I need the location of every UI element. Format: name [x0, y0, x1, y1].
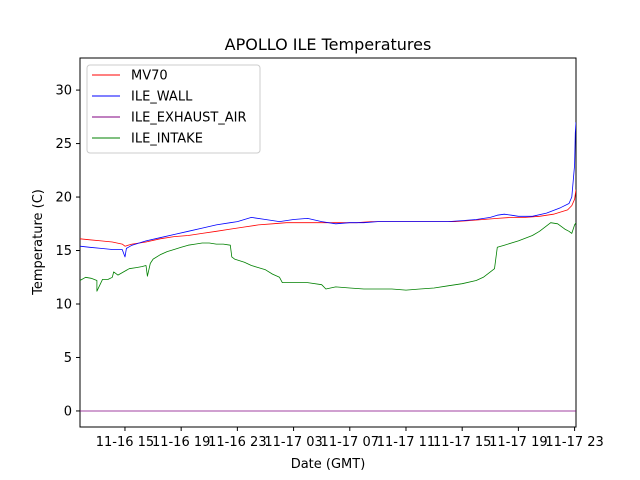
x-tick-label: 11-16 19 [152, 435, 210, 450]
x-tick-label: 11-17 11 [377, 435, 435, 450]
y-tick-label: 10 [55, 298, 72, 313]
y-tick-label: 20 [55, 191, 72, 206]
x-tick-label: 11-17 03 [264, 435, 322, 450]
y-axis-label: Temperature (C) [31, 189, 46, 296]
x-tick-label: 11-17 19 [489, 435, 547, 450]
series-line-ile-intake [80, 222, 576, 292]
x-tick-label: 11-16 15 [96, 435, 154, 450]
legend-label-ile-exhaust-air: ILE_EXHAUST_AIR [131, 111, 247, 126]
y-tick-label: 25 [55, 137, 72, 152]
chart-title: APOLLO ILE Temperatures [225, 35, 432, 54]
x-tick-label: 11-16 23 [208, 435, 266, 450]
legend: MV70 ILE_WALL ILE_EXHAUST_AIR ILE_INTAKE [86, 64, 261, 154]
y-tick-label: 15 [55, 244, 72, 259]
x-tick-label: 11-17 07 [321, 435, 379, 450]
y-tick-label: 30 [55, 84, 72, 99]
y-tick-label: 5 [64, 351, 72, 366]
legend-label-ile-intake: ILE_INTAKE [131, 132, 203, 147]
x-axis-label: Date (GMT) [291, 457, 366, 472]
y-axis: 0 5 10 15 20 25 30 [55, 84, 80, 419]
x-tick-label: 11-17 15 [433, 435, 491, 450]
series-layer [80, 122, 576, 412]
series-line-ile-wall [80, 122, 576, 258]
legend-frame [86, 64, 261, 154]
x-tick-label: 11-17 23 [545, 435, 603, 450]
legend-label-ile-wall: ILE_WALL [131, 90, 193, 105]
y-tick-label: 0 [64, 404, 72, 419]
legend-label-mv70: MV70 [131, 69, 168, 84]
